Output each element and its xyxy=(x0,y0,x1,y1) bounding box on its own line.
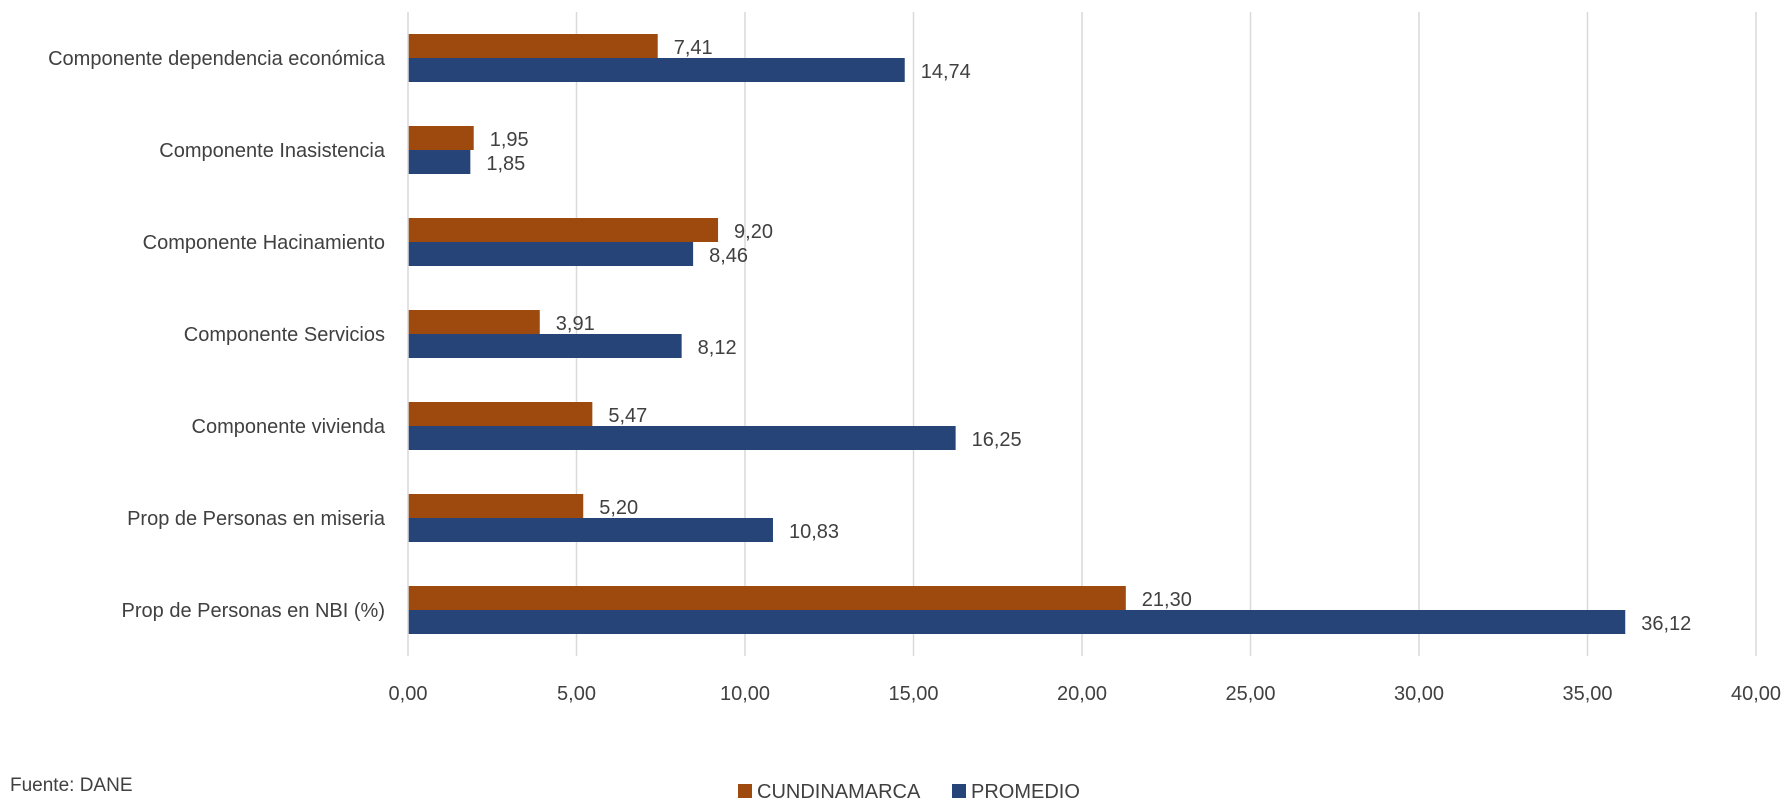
category-label: Componente Servicios xyxy=(184,324,385,346)
category-labels: Componente dependencia económica Componen… xyxy=(48,48,386,622)
x-tick-label: 5,00 xyxy=(557,683,596,705)
bar-promedio xyxy=(408,242,694,266)
x-tick-label: 25,00 xyxy=(1225,683,1275,705)
x-tick-label: 20,00 xyxy=(1057,683,1107,705)
bar-cundinamarca xyxy=(408,310,540,334)
legend-label: PROMEDIO xyxy=(971,781,1080,803)
gridlines xyxy=(575,12,1757,656)
data-labels: 7,41 14,74 1,951,85 9,208,46 3,91 8,12 5,47 16,… xyxy=(486,37,1691,635)
bar-cundinamarca xyxy=(408,126,474,150)
bar-promedio xyxy=(408,426,956,450)
bars xyxy=(408,34,1626,634)
bar-promedio xyxy=(408,334,682,358)
data-label: 36,12 xyxy=(1641,613,1691,635)
data-label: 8,12 xyxy=(698,337,737,359)
bar-promedio xyxy=(408,58,905,82)
bar-cundinamarca xyxy=(408,34,658,58)
data-label: 3,91 xyxy=(556,313,595,335)
x-tick-label: 40,00 xyxy=(1731,683,1781,705)
bar-cundinamarca xyxy=(408,494,584,518)
legend-swatch-promedio xyxy=(952,784,966,798)
category-label: Componente Hacinamiento xyxy=(143,232,385,254)
legend-label: CUNDINAMARCA xyxy=(757,781,921,803)
data-label: 1,95 xyxy=(490,129,529,151)
x-tick-label: 35,00 xyxy=(1562,683,1612,705)
data-label: 5,47 xyxy=(608,405,647,427)
bar-cundinamarca xyxy=(408,586,1126,610)
bar-cundinamarca xyxy=(408,218,719,242)
x-tick-label: 15,00 xyxy=(888,683,938,705)
legend-swatch-cundinamarca xyxy=(738,784,752,798)
legend: CUNDINAMARCA PROMEDIO xyxy=(738,781,1080,803)
x-tick-label: 30,00 xyxy=(1394,683,1444,705)
category-label: Prop de Personas en NBI (%) xyxy=(122,600,385,622)
bar-cundinamarca xyxy=(408,402,593,426)
bar-promedio xyxy=(408,150,471,174)
data-label: 16,25 xyxy=(972,429,1022,451)
category-label: Componente Inasistencia xyxy=(159,140,386,162)
data-label: 9,20 xyxy=(734,221,773,243)
source-note: Fuente: DANE xyxy=(10,775,133,796)
data-label: 21,30 xyxy=(1142,589,1192,611)
data-label: 5,20 xyxy=(599,497,638,519)
bar-promedio xyxy=(408,610,1626,634)
data-label: 1,85 xyxy=(486,153,525,175)
data-label: 8,46 xyxy=(709,245,748,267)
data-label: 10,83 xyxy=(789,521,839,543)
category-label: Componente dependencia económica xyxy=(48,48,386,70)
bar-promedio xyxy=(408,518,773,542)
data-label: 14,74 xyxy=(921,61,971,83)
data-label: 7,41 xyxy=(674,37,713,59)
x-tick-label: 0,00 xyxy=(389,683,428,705)
x-tick-label: 10,00 xyxy=(720,683,770,705)
category-label: Prop de Personas en miseria xyxy=(127,508,386,530)
category-label: Componente vivienda xyxy=(192,416,386,438)
x-tick-labels: 0,00 5,00 10,00 15,00 20,00 25,00 30,00 35,00 40… xyxy=(389,683,1782,705)
